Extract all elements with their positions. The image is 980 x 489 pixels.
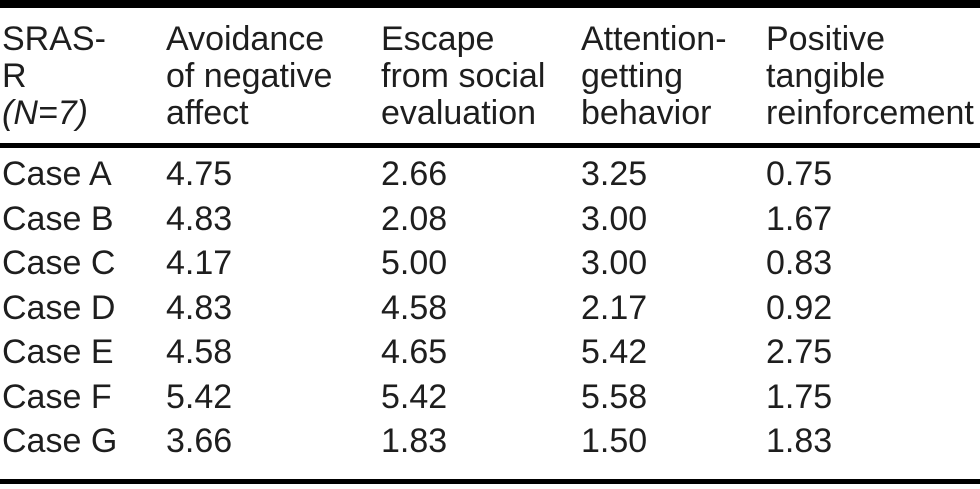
table-row-case-a: Case A 4.75 2.66 3.25 0.75 [0, 146, 980, 197]
corner-header-line: R [2, 57, 27, 95]
cell: 0.92 [766, 288, 833, 327]
table-row-case-d: Case D 4.83 4.58 2.17 0.92 [0, 286, 980, 331]
cell: 4.83 [166, 288, 233, 327]
cell: 1.83 [766, 422, 833, 460]
cell: 5.42 [581, 333, 648, 371]
cell: 1.50 [581, 422, 648, 460]
cell: 2.75 [766, 333, 833, 371]
row-label: Case B [2, 199, 114, 238]
cell: 1.83 [381, 422, 448, 460]
column-header-attention-getting-behavior: Attention- getting behavior [581, 4, 766, 148]
corner-header-sras-r: SRAS- R (N=7) [0, 4, 166, 148]
row-label: Case F [2, 377, 112, 416]
column-header-line: tangible [766, 57, 886, 95]
table-row-case-f: Case F 5.42 5.42 5.58 1.75 [0, 375, 980, 420]
cell: 4.65 [381, 333, 448, 371]
column-header-line: reinforcement [766, 94, 974, 132]
cell: 4.17 [166, 244, 233, 282]
cell: 3.00 [581, 199, 648, 238]
table-row-case-g: Case G 3.66 1.83 1.50 1.83 [0, 419, 980, 481]
column-header-line: Attention- [581, 20, 727, 58]
table-row-case-c: Case C 4.17 5.00 3.00 0.83 [0, 241, 980, 286]
column-header-avoidance-negative-affect: Avoidance of negative affect [166, 4, 381, 148]
cell: 3.25 [581, 155, 648, 193]
column-header-line: evaluation [381, 94, 537, 132]
header-row: SRAS- R (N=7) Avoidance of negative affe… [0, 4, 980, 148]
table-row-case-b: Case B 4.83 2.08 3.00 1.67 [0, 197, 980, 242]
cell: 4.58 [381, 288, 448, 327]
column-header-line: Escape [381, 20, 495, 58]
row-label: Case E [2, 333, 114, 371]
corner-header-line: SRAS- [2, 20, 106, 58]
cell: 0.83 [766, 244, 833, 282]
column-header-line: getting [581, 57, 684, 95]
cell: 3.66 [166, 422, 233, 460]
column-header-line: behavior [581, 94, 712, 132]
cell: 5.42 [166, 377, 233, 416]
column-header-line: from social [381, 57, 546, 95]
sample-size-note: (N=7) [2, 94, 88, 132]
cell: 1.67 [766, 199, 833, 238]
column-header-line: Positive [766, 20, 886, 58]
cell: 2.17 [581, 288, 648, 327]
cell: 2.66 [381, 155, 448, 193]
table-header: SRAS- R (N=7) Avoidance of negative affe… [0, 4, 980, 148]
cell: 1.75 [766, 377, 833, 416]
column-header-positive-tangible-reinforcement: Positive tangible reinforcement [766, 4, 980, 148]
cell: 5.00 [381, 244, 448, 282]
cell: 5.58 [581, 377, 648, 416]
column-header-line: of negative [166, 57, 333, 95]
column-header-line: Avoidance [166, 20, 325, 58]
table-body: Case A 4.75 2.66 3.25 0.75 Case B 4.83 2… [0, 146, 980, 482]
cell: 5.42 [381, 377, 448, 416]
row-label: Case G [2, 422, 118, 460]
table-row-case-e: Case E 4.58 4.65 5.42 2.75 [0, 330, 980, 375]
row-label: Case C [2, 244, 116, 282]
cell: 4.75 [166, 155, 233, 193]
row-label: Case D [2, 288, 116, 327]
cell: 3.00 [581, 244, 648, 282]
cell: 2.08 [381, 199, 448, 238]
column-header-line: affect [166, 94, 249, 132]
cell: 4.58 [166, 333, 233, 371]
row-label: Case A [2, 155, 112, 193]
cell: 4.83 [166, 199, 233, 238]
cell: 0.75 [766, 155, 833, 193]
column-header-escape-social-evaluation: Escape from social evaluation [381, 4, 581, 148]
